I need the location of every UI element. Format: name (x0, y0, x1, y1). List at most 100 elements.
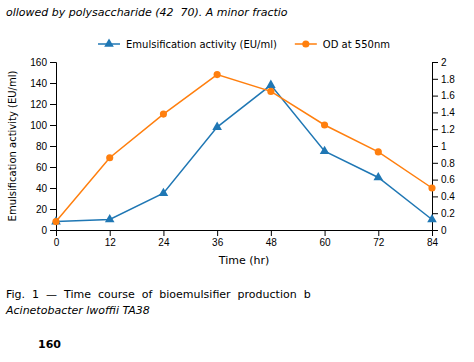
x-axis-tick: 12 (105, 230, 117, 248)
y2-axis-tick-mark (432, 96, 438, 97)
y-axis-tick: 20 (36, 204, 56, 215)
y2-axis-tick-mark (432, 146, 438, 147)
y-axis-tick: 160 (30, 57, 56, 68)
data-point (159, 188, 169, 196)
y-axis-tick: 0 (41, 225, 56, 236)
x-axis-tick: 60 (320, 230, 332, 248)
y2-axis-tick-label: 0 (441, 225, 447, 236)
y-axis-tick-mark (50, 146, 56, 147)
y2-axis-tick-label: 0.4 (441, 191, 455, 202)
legend-item: Emulsification activity (EU/ml) (98, 38, 277, 49)
y2-axis-tick: 1 (432, 141, 447, 152)
data-point (375, 148, 382, 155)
y2-axis-tick: 1.8 (432, 74, 455, 85)
y-axis-tick-label: 100 (30, 120, 47, 131)
x-axis-tick-mark (378, 230, 379, 236)
y2-axis-tick-label: 0.2 (441, 208, 455, 219)
annotation: 160 (38, 338, 61, 351)
data-point (212, 122, 222, 130)
y-axis-tick-label: 20 (36, 204, 48, 215)
x-axis-tick-mark (163, 230, 164, 236)
x-axis-tick: 72 (373, 230, 385, 248)
data-point (106, 154, 113, 161)
y-axis-tick-mark (50, 230, 56, 231)
y-axis-tick: 100 (30, 120, 56, 131)
x-axis-tick-mark (271, 230, 272, 236)
y-axis-line (50, 63, 57, 231)
y2-axis-tick-mark (432, 230, 438, 231)
y2-axis-tick-label: 1.6 (441, 90, 455, 101)
legend-swatch-marker (104, 38, 114, 46)
x-axis-line (57, 231, 433, 237)
series-line (56, 85, 432, 222)
y-axis-tick-mark (50, 104, 56, 105)
annotation: Acinetobacter lwoffii TA38 (5, 304, 150, 317)
legend: Emulsification activity (EU/ml) OD at 550… (98, 38, 390, 49)
y2-axis-tick-mark (432, 196, 438, 197)
y2-axis-tick-mark (432, 163, 438, 164)
x-axis-tick-label: 84 (427, 237, 439, 248)
x-axis-tick: 48 (266, 230, 278, 248)
y2-axis-tick-label: 0.6 (441, 174, 455, 185)
x-axis-tick-label: 72 (373, 237, 385, 248)
x-axis-tick: 84 (427, 230, 439, 248)
y2-axis: 0 0.2 0.4 0.6 0.8 1 1.2 1.4 1.6 1.8 2 (432, 57, 455, 236)
y2-axis-tick-mark (432, 180, 438, 181)
data-point (160, 111, 167, 118)
legend-swatch-marker (302, 40, 309, 47)
y2-axis-tick-label: 2 (441, 57, 447, 68)
data-point (428, 184, 435, 191)
x-axis-tick-mark (325, 230, 326, 236)
y-axis-tick: 120 (30, 99, 56, 110)
data-point (105, 214, 115, 222)
x-axis-tick: 36 (212, 230, 224, 248)
data-point (266, 80, 276, 88)
y2-axis-line (433, 63, 439, 231)
x-axis-tick: 24 (158, 230, 170, 248)
data-point (373, 172, 383, 180)
y2-axis-tick-label: 0.8 (441, 158, 455, 169)
x-axis-tick-label: 24 (158, 237, 170, 248)
y2-axis-tick-mark (432, 79, 438, 80)
y2-axis-tick-label: 1.8 (441, 74, 455, 85)
annotation: ollowed by polysaccharide (42 70). A min… (6, 6, 288, 19)
marks (51, 71, 437, 225)
y2-axis-tick: 1.4 (432, 107, 455, 118)
data-point (427, 214, 437, 222)
x-axis-tick-label: 60 (320, 237, 332, 248)
legend-label: Emulsification activity (EU/ml) (126, 39, 277, 50)
y-axis-tick: 40 (36, 183, 56, 194)
y2-axis-tick: 0.6 (432, 174, 455, 185)
y-axis-tick: 60 (36, 162, 56, 173)
plot: 01224364860728402040608010012014016000.2… (7, 57, 455, 267)
y2-axis-tick-mark (432, 129, 438, 130)
data-point (52, 218, 59, 225)
y-axis-tick: 140 (30, 78, 56, 89)
y-axis-tick-label: 160 (30, 57, 47, 68)
legend-label: OD at 550nm (323, 39, 390, 50)
y-axis-tick-mark (50, 83, 56, 84)
y-axis-tick-label: 60 (36, 162, 48, 173)
y2-axis-tick: 1.6 (432, 90, 455, 101)
x-axis-tick-label: 48 (266, 237, 278, 248)
x-axis: 0 12 24 36 48 60 72 84 (54, 230, 439, 248)
y-axis-tick-label: 80 (36, 141, 48, 152)
y2-axis-tick-label: 1.4 (441, 107, 455, 118)
y2-axis-tick: 0.8 (432, 158, 455, 169)
y2-axis-tick-label: 1.2 (441, 124, 455, 135)
y-axis-tick-mark (50, 209, 56, 210)
y2-axis-tick-mark (432, 62, 438, 63)
data-point (267, 88, 274, 95)
y-axis-tick-mark (50, 188, 56, 189)
chart: 01224364860728402040608010012014016000.2… (0, 0, 474, 362)
legend-item: OD at 550nm (295, 39, 390, 50)
series-line (56, 75, 432, 222)
x-axis-tick: 0 (54, 230, 60, 248)
y-axis-tick-label: 140 (30, 78, 47, 89)
y-axis-tick-mark (50, 62, 56, 63)
y2-axis-tick: 0.2 (432, 208, 455, 219)
y2-axis-tick-label: 1 (441, 141, 447, 152)
y-axis-tick: 80 (36, 141, 56, 152)
y2-axis-tick: 2 (432, 57, 447, 68)
y-axis-tick-label: 0 (41, 225, 47, 236)
